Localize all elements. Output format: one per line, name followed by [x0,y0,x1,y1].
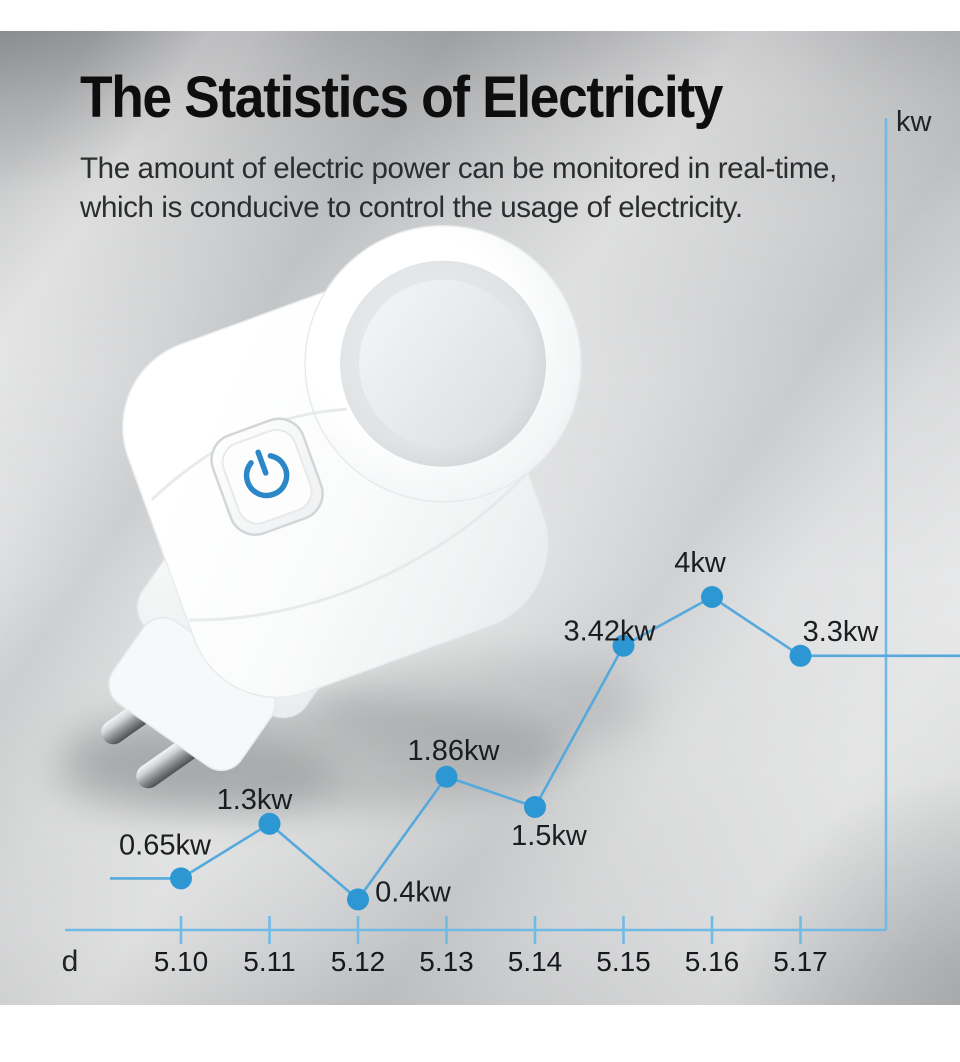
data-point [435,765,458,788]
y-axis-label: kw [896,106,933,138]
body-seam [189,473,527,622]
subtitle-line-1: The amount of electric power can be moni… [80,152,837,185]
point-label: 0.65kw [119,829,212,861]
socket-face [359,279,528,448]
data-point [612,634,635,657]
data-point [258,812,281,835]
x-tick-label: 5.14 [508,946,563,977]
x-tick-label: 5.10 [154,946,209,977]
data-point [524,796,546,818]
x-tick-label: 5.16 [685,946,740,977]
x-axis-label: d [62,945,79,978]
subtitle-line-2: which is conducive to control the usage … [80,191,743,224]
point-label: 3.3kw [803,616,880,648]
point-label: 1.5kw [511,820,588,852]
x-tick-label: 5.11 [243,946,295,977]
point-label: 0.4kw [375,876,452,908]
x-tick-label: 5.13 [419,946,474,977]
point-label: 3.42kw [564,616,657,648]
data-point [701,586,723,608]
plug-shadow-right [315,653,645,757]
point-label: 4kw [674,547,727,579]
power-button-bezel [221,428,313,525]
x-tick-label: 5.12 [331,946,386,977]
data-point [789,644,812,667]
power-icon [243,449,290,499]
data-line [110,595,960,901]
x-tick-label: 5.15 [596,946,651,977]
point-label: 1.86kw [408,735,501,767]
point-label: 1.3kw [217,784,294,816]
data-point [170,867,192,890]
x-tick-label: 5.17 [773,946,828,977]
data-point [347,888,369,911]
plug-shadow-left [55,733,335,817]
page-title: The Statistics of Electricity [80,65,723,130]
